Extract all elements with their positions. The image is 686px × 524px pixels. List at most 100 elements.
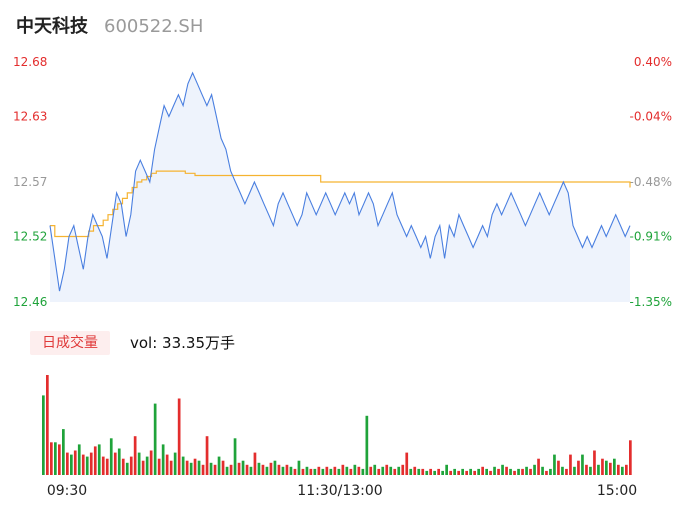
volume-bar [81, 454, 85, 475]
volume-bar [397, 466, 401, 475]
volume-bar [409, 468, 413, 475]
volume-bar [281, 466, 285, 475]
volume-bar [293, 468, 297, 475]
stock-code: 600522.SH [104, 16, 204, 37]
y-right-tick-label: -0.91% [630, 230, 672, 244]
volume-bar [413, 466, 417, 475]
volume-bar [621, 466, 624, 475]
volume-bar [449, 470, 452, 475]
volume-bar [485, 468, 488, 475]
volume-bar [393, 468, 397, 475]
volume-bar [405, 452, 409, 475]
volume-bar [73, 450, 77, 475]
volume-bar [489, 470, 492, 475]
volume-bar [493, 466, 496, 475]
volume-bar [569, 454, 572, 475]
volume-bar [601, 458, 604, 475]
volume-bar [229, 464, 233, 475]
volume-bar [133, 436, 137, 475]
volume-bar [137, 452, 141, 475]
volume-bar [117, 448, 121, 475]
volume-bar [177, 398, 181, 475]
volume-bar [565, 468, 568, 475]
volume-bar [289, 466, 293, 475]
volume-bar [97, 444, 101, 475]
volume-bar [541, 466, 544, 475]
volume-bar [533, 464, 536, 475]
volume-bar [253, 452, 257, 475]
volume-bar [109, 438, 113, 475]
volume-bar [77, 444, 81, 475]
volume-bar [301, 468, 305, 475]
y-right-tick-label: -0.04% [630, 110, 672, 124]
volume-bar [581, 454, 584, 475]
volume-bar [213, 464, 217, 475]
volume-bar [453, 468, 456, 475]
volume-bar [505, 466, 508, 475]
volume-bar [42, 395, 45, 475]
volume-bar [369, 466, 373, 475]
volume-bar [573, 466, 576, 475]
volume-bar [525, 466, 528, 475]
volume-bar [441, 470, 444, 475]
time-axis: 09:30 11:30/13:00 15:00 [47, 483, 637, 499]
volume-bar [361, 468, 365, 475]
volume-bar [285, 464, 289, 475]
volume-bar [101, 456, 105, 475]
volume-bar [145, 456, 149, 475]
volume-bar [421, 468, 425, 475]
volume-bar [341, 464, 345, 475]
volume-bar [269, 462, 273, 475]
y-left-tick-label: 12.57 [13, 175, 47, 189]
volume-bar [517, 468, 520, 475]
volume-bar [321, 468, 325, 475]
volume-bar [609, 462, 612, 475]
volume-bar [365, 415, 369, 475]
volume-bar [561, 466, 564, 475]
volume-bar [297, 460, 301, 475]
volume-bar [509, 468, 512, 475]
volume-bar [353, 464, 357, 475]
volume-bar [197, 460, 201, 475]
volume-bar [429, 468, 432, 475]
volume-bar [62, 429, 65, 475]
volume-bar [501, 464, 504, 475]
y-left-tick-label: 12.52 [13, 230, 47, 244]
volume-bar [545, 470, 548, 475]
volume-bars [42, 375, 632, 475]
volume-bar [613, 458, 616, 475]
volume-bar [70, 454, 73, 475]
volume-tag: 日成交量 [30, 331, 110, 355]
time-axis-label: 11:30/13:00 [297, 483, 382, 499]
volume-bar [465, 470, 468, 475]
volume-bar [249, 466, 253, 475]
volume-bar [625, 464, 628, 475]
y-right-tick-label: -0.48% [630, 175, 672, 189]
y-right-tick-label: 0.40% [634, 55, 672, 69]
volume-bar [237, 462, 241, 475]
volume-bar [469, 468, 472, 475]
volume-bar [149, 450, 153, 475]
volume-bar [529, 468, 532, 475]
volume-bar [121, 458, 125, 475]
volume-bar [205, 436, 209, 475]
volume-bar [209, 462, 213, 475]
volume-bar [85, 456, 89, 475]
volume-bar [277, 464, 281, 475]
volume-label: vol: 33.35万手 [130, 334, 235, 352]
right-percent-axis: 0.40% -0.04% -0.48% -0.91% -1.35% [630, 55, 672, 309]
volume-bar [385, 464, 389, 475]
volume-bar [433, 470, 436, 475]
volume-bar [181, 456, 185, 475]
volume-bar [425, 470, 429, 475]
volume-bar [58, 444, 61, 475]
price-area-fill [50, 72, 630, 303]
volume-bar [589, 466, 592, 475]
volume-bar [261, 464, 265, 475]
volume-bar [201, 464, 205, 475]
volume-bar [125, 462, 129, 475]
volume-bar [165, 454, 169, 475]
volume-bar [497, 468, 500, 475]
volume-bar [257, 462, 261, 475]
